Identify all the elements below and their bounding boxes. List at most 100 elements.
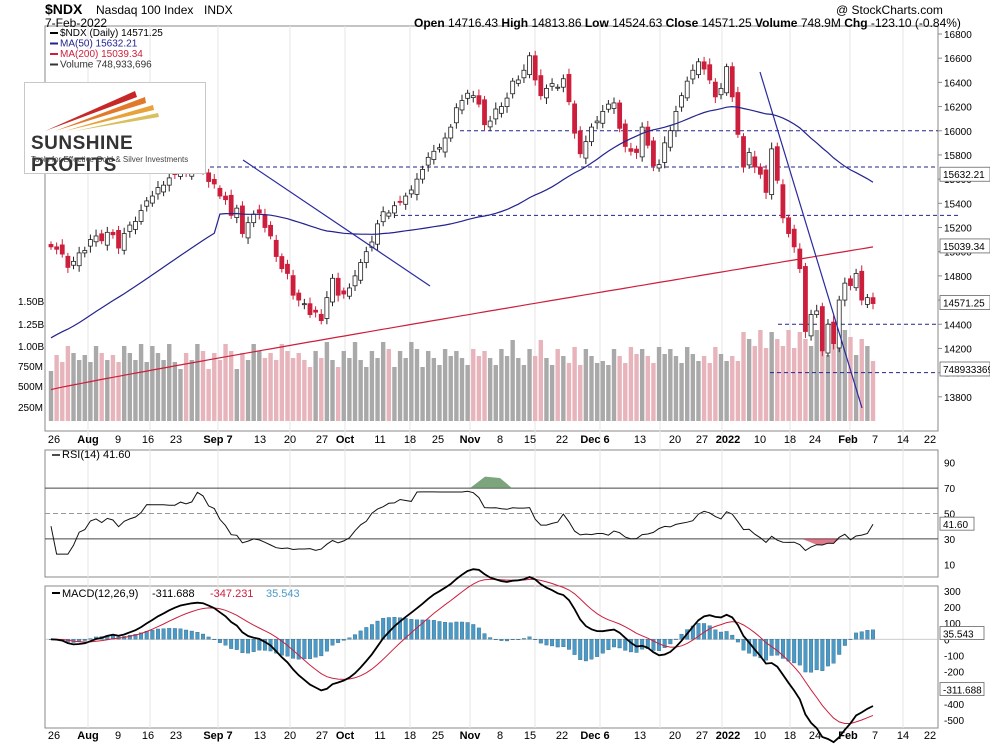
ma200-value-tag-box bbox=[939, 238, 990, 254]
volume-bar bbox=[206, 369, 211, 421]
volume-bar bbox=[825, 355, 831, 421]
volume-bar bbox=[814, 330, 819, 421]
macd-histogram-bar bbox=[330, 639, 335, 646]
candle-body bbox=[459, 100, 465, 111]
volume-bar bbox=[724, 361, 729, 421]
candle-body bbox=[59, 244, 65, 255]
ma50-value-tag-box bbox=[939, 166, 990, 182]
macd-x-label: 24 bbox=[809, 730, 821, 742]
candle-body bbox=[262, 214, 268, 228]
rsi-tick-label: 90 bbox=[944, 459, 956, 470]
volume-bar bbox=[324, 342, 330, 421]
macd-histogram-bar bbox=[448, 622, 453, 640]
candle-body bbox=[701, 61, 707, 70]
price-tick-label: 15400 bbox=[944, 199, 972, 210]
macd-histogram-bar bbox=[842, 639, 847, 646]
volume-value-tag-box bbox=[939, 361, 990, 377]
volume-bar bbox=[746, 339, 752, 421]
macd-histogram-bar bbox=[555, 639, 560, 648]
macd-tick-label: 200 bbox=[944, 603, 961, 614]
candle-body bbox=[662, 142, 668, 163]
volume-bar bbox=[274, 360, 279, 421]
candle-body bbox=[166, 177, 172, 186]
candle-body bbox=[774, 146, 780, 181]
candle-body bbox=[690, 69, 696, 80]
candle-body bbox=[217, 187, 223, 197]
volume-bar bbox=[527, 349, 532, 421]
legend-ma50: MA(50) 15632.21 bbox=[60, 39, 138, 50]
macd-histogram-bar bbox=[668, 639, 673, 645]
macd-histogram-bar bbox=[476, 627, 481, 640]
macd-histogram-bar bbox=[398, 617, 403, 640]
volume-bar bbox=[600, 361, 605, 421]
candle-body bbox=[864, 297, 870, 305]
volume-tick-label: 1.50B bbox=[18, 297, 44, 308]
macd-histogram-bar bbox=[82, 639, 87, 641]
macd-histogram-bar bbox=[628, 639, 633, 653]
macd-tick-label: 0 bbox=[944, 635, 950, 646]
price-x-label: 10 bbox=[754, 434, 766, 446]
macd-histogram-bar bbox=[826, 639, 830, 667]
price-x-label: Sep 7 bbox=[203, 434, 232, 446]
price-x-label: 23 bbox=[170, 434, 182, 446]
macd-histogram-bar bbox=[465, 622, 470, 640]
candle-body bbox=[285, 263, 290, 274]
price-x-label: 13 bbox=[634, 434, 646, 446]
macd-histogram-bar bbox=[319, 639, 324, 657]
macd-histogram-bar bbox=[353, 634, 357, 640]
candle-body bbox=[617, 102, 623, 129]
volume-bar bbox=[369, 351, 375, 421]
candle-body bbox=[273, 239, 279, 257]
macd-histogram-bar bbox=[871, 629, 875, 640]
candle-body bbox=[470, 95, 476, 99]
macd-histogram-bar bbox=[803, 639, 808, 673]
volume-bar bbox=[656, 347, 662, 421]
volume-bar bbox=[76, 360, 82, 421]
macd-histogram-bar bbox=[420, 619, 425, 640]
volume-bar bbox=[347, 358, 352, 421]
candle-body bbox=[133, 221, 138, 230]
macd-histogram-bar bbox=[409, 619, 414, 640]
volume-bar bbox=[380, 342, 386, 421]
price-x-label: 26 bbox=[48, 434, 60, 446]
price-x-label: 2022 bbox=[716, 434, 740, 446]
volume-bar bbox=[589, 356, 594, 421]
macd-histogram-bar bbox=[578, 639, 583, 660]
macd-histogram-bar bbox=[206, 636, 211, 640]
volume-bar bbox=[150, 346, 155, 421]
candle-body bbox=[352, 275, 358, 287]
candle-body bbox=[791, 228, 797, 248]
macd-x-label: 27 bbox=[696, 730, 708, 742]
volume-bar bbox=[110, 355, 116, 421]
volume-bar bbox=[752, 346, 757, 421]
candle-body bbox=[836, 299, 842, 349]
volume-tick-label: 1.00B bbox=[18, 342, 44, 353]
macd-histogram-bar bbox=[786, 639, 791, 662]
macd-histogram-bar bbox=[764, 639, 768, 661]
candle-body bbox=[240, 205, 245, 234]
candle-body bbox=[566, 73, 572, 103]
volume-bar bbox=[628, 347, 634, 421]
macd-histogram-bar bbox=[240, 639, 245, 654]
macd-histogram-bar bbox=[437, 621, 442, 640]
volume-bar bbox=[848, 337, 853, 421]
macd-hist-tag-box bbox=[939, 626, 985, 640]
candle-body bbox=[628, 148, 634, 152]
macd-line bbox=[50, 568, 874, 744]
candle-body bbox=[341, 290, 347, 295]
candle-body bbox=[589, 126, 594, 143]
volume-bar bbox=[668, 349, 673, 421]
macd-histogram-bar bbox=[369, 624, 374, 640]
candle-body bbox=[746, 152, 752, 166]
macd-histogram-bar bbox=[341, 639, 346, 641]
candle-body bbox=[780, 184, 786, 219]
volume-bar bbox=[780, 346, 786, 421]
candle-body bbox=[307, 303, 313, 315]
candle-body bbox=[510, 80, 516, 95]
candle-body bbox=[211, 178, 217, 185]
volume-bar bbox=[639, 349, 645, 421]
candle-body bbox=[527, 55, 532, 76]
macd-histogram-bar bbox=[780, 639, 785, 659]
volume-bar bbox=[566, 363, 572, 421]
volume-bar bbox=[870, 361, 876, 421]
